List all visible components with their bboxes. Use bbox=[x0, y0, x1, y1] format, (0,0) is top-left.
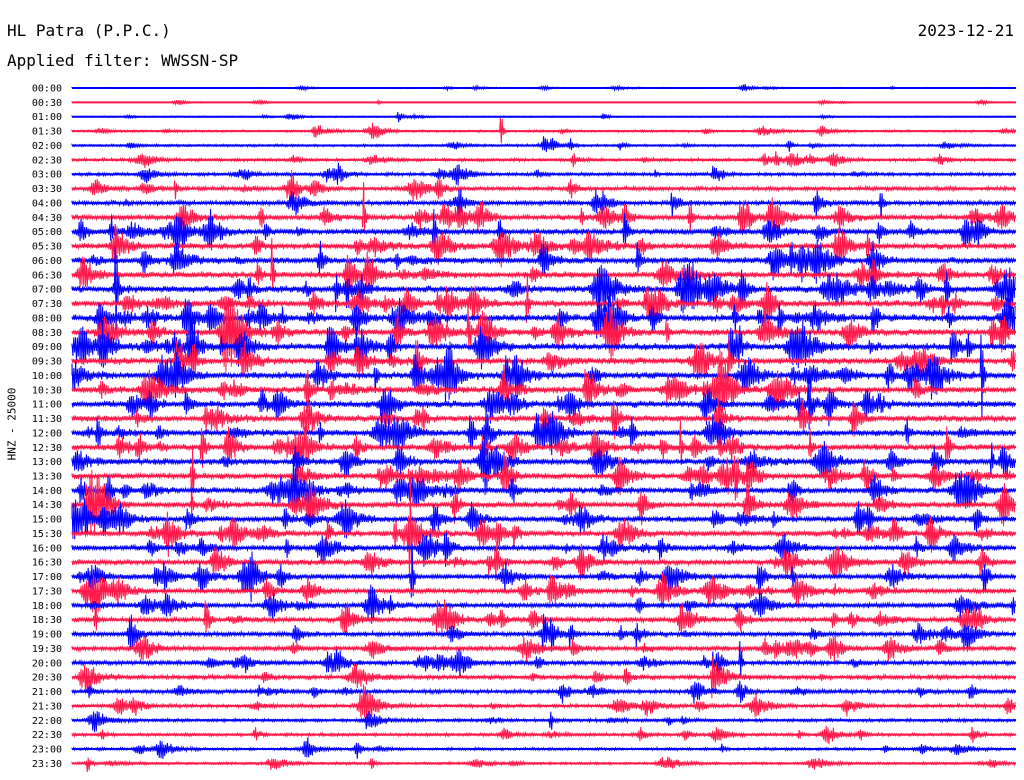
row-tick-label: 04:00 bbox=[32, 198, 62, 209]
filter-label: Applied filter: WWSSN-SP bbox=[7, 51, 239, 70]
trace-group bbox=[71, 83, 1016, 773]
row-tick-label: 19:30 bbox=[32, 644, 62, 655]
row-tick-label: 13:30 bbox=[32, 471, 62, 482]
row-tick-label: 15:00 bbox=[32, 515, 62, 526]
row-tick-label: 12:00 bbox=[32, 428, 62, 439]
row-tick-label: 10:00 bbox=[32, 371, 62, 382]
row-tick-label: 23:30 bbox=[32, 759, 62, 770]
row-tick-label: 12:30 bbox=[32, 443, 62, 454]
row-tick-label: 23:00 bbox=[32, 745, 62, 756]
tick-label-group: 00:00 00:30 01:00 01:30 02:00 02:30 03:00 03:30… bbox=[32, 84, 62, 770]
row-tick-label: 08:30 bbox=[32, 328, 62, 339]
row-tick-label: 14:30 bbox=[32, 500, 62, 511]
row-tick-label: 18:00 bbox=[32, 601, 62, 612]
row-tick-label: 09:30 bbox=[32, 357, 62, 368]
row-tick-label: 22:00 bbox=[32, 716, 62, 727]
row-tick-label: 04:30 bbox=[32, 213, 62, 224]
row-tick-label: 02:00 bbox=[32, 141, 62, 152]
row-tick-label: 11:30 bbox=[32, 414, 62, 425]
row-tick-label: 17:00 bbox=[32, 572, 62, 583]
row-tick-label: 07:00 bbox=[32, 285, 62, 296]
row-tick-label: 16:00 bbox=[32, 543, 62, 554]
row-tick-label: 17:30 bbox=[32, 586, 62, 597]
row-tick-label: 21:30 bbox=[32, 701, 62, 712]
trace-row bbox=[71, 711, 1016, 733]
row-tick-label: 01:30 bbox=[32, 127, 62, 138]
row-tick-label: 14:00 bbox=[32, 486, 62, 497]
row-tick-label: 09:00 bbox=[32, 342, 62, 353]
row-tick-label: 19:00 bbox=[32, 630, 62, 641]
row-tick-label: 11:00 bbox=[32, 400, 62, 411]
date-label: 2023-12-21 bbox=[917, 21, 1014, 40]
row-tick-label: 20:30 bbox=[32, 673, 62, 684]
row-tick-label: 20:00 bbox=[32, 658, 62, 669]
station-title: HL Patra (P.P.C.) bbox=[7, 21, 171, 40]
row-tick-label: 15:30 bbox=[32, 529, 62, 540]
row-tick-label: 13:00 bbox=[32, 457, 62, 468]
row-tick-label: 05:30 bbox=[32, 242, 62, 253]
row-tick-label: 21:00 bbox=[32, 687, 62, 698]
row-tick-label: 02:30 bbox=[32, 155, 62, 166]
row-tick-label: 00:00 bbox=[32, 84, 62, 95]
row-tick-label: 01:00 bbox=[32, 112, 62, 123]
row-tick-label: 22:30 bbox=[32, 730, 62, 741]
row-tick-label: 05:00 bbox=[32, 227, 62, 238]
row-tick-label: 03:30 bbox=[32, 184, 62, 195]
row-tick-label: 07:30 bbox=[32, 299, 62, 310]
row-tick-label: 18:30 bbox=[32, 615, 62, 626]
row-tick-label: 00:30 bbox=[32, 98, 62, 109]
row-tick-label: 08:00 bbox=[32, 313, 62, 324]
row-tick-label: 10:30 bbox=[32, 385, 62, 396]
row-tick-label: 06:30 bbox=[32, 270, 62, 281]
row-tick-label: 16:30 bbox=[32, 558, 62, 569]
trace-row bbox=[71, 136, 1016, 153]
row-tick-label: 06:00 bbox=[32, 256, 62, 267]
row-tick-label: 03:00 bbox=[32, 170, 62, 181]
